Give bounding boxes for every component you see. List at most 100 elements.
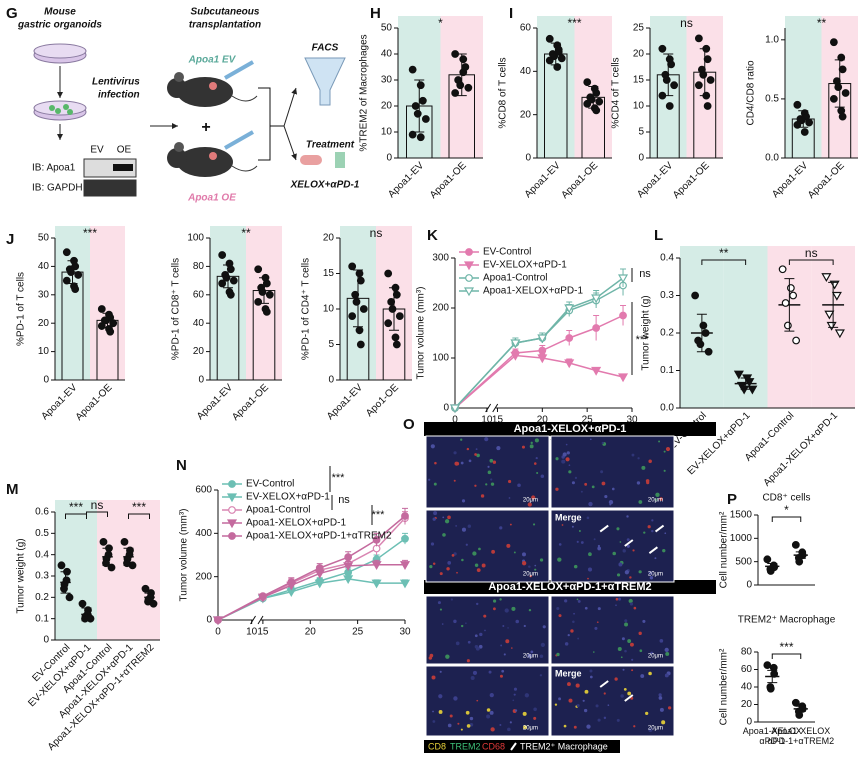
data-point — [451, 89, 460, 97]
data-point — [387, 298, 396, 306]
x-tick-label: Apoa1-OE — [74, 382, 115, 423]
y-tick-label: 30 — [381, 75, 393, 86]
micrograph-speckle — [439, 572, 443, 576]
micrograph-speckle — [664, 647, 669, 653]
micrograph-speckle — [450, 598, 453, 601]
mouse-body — [177, 147, 233, 177]
micrograph-speckle — [460, 728, 463, 731]
micrograph-speckle — [620, 694, 624, 698]
significance-label: *** — [372, 509, 386, 521]
micrograph-speckle — [478, 547, 481, 551]
error-bar — [699, 48, 710, 97]
y-axis-label: Cell number/mm² — [719, 648, 730, 725]
data-point — [265, 290, 274, 299]
data-point — [557, 54, 566, 63]
data-point — [545, 56, 554, 65]
micrograph-speckle — [557, 557, 562, 562]
group-background — [118, 500, 139, 640]
micrograph-speckle — [507, 627, 509, 629]
data-point — [391, 333, 400, 342]
micrograph-speckle — [577, 637, 580, 640]
data-point — [411, 102, 420, 110]
micrograph-speckle — [447, 723, 452, 728]
micrograph-speckle — [568, 698, 573, 703]
micrograph-speckle — [624, 622, 629, 627]
diagram-label: Mouse — [44, 7, 76, 18]
data-point — [392, 290, 401, 299]
y-tick-label: 600 — [195, 485, 212, 496]
x-tick-label: Apoa1-EV — [195, 382, 235, 422]
legend-label: EV-Control — [483, 247, 531, 258]
x-tick-label: 0 — [215, 627, 221, 638]
micrograph-speckle — [451, 554, 455, 557]
micrograph-speckle — [501, 669, 505, 673]
micrograph-speckle — [624, 570, 630, 575]
data-point — [418, 96, 427, 105]
micrograph-speckle — [608, 500, 614, 505]
micrograph-speckle — [430, 542, 435, 546]
data-point — [829, 95, 838, 103]
data-point — [667, 60, 676, 69]
micrograph-speckle — [432, 517, 436, 521]
micrograph-speckle — [530, 441, 533, 445]
micrograph-speckle — [466, 447, 470, 451]
marker — [258, 592, 267, 601]
micrograph-speckle — [449, 714, 453, 718]
data-point — [356, 340, 365, 349]
legend-marker — [465, 274, 473, 282]
micrograph-speckle — [523, 725, 528, 730]
micrograph-speckle — [648, 671, 652, 676]
error-bar — [102, 547, 113, 566]
micrograph-speckle — [584, 482, 588, 486]
data-point — [786, 284, 795, 292]
data-point — [62, 248, 71, 257]
micrograph-speckle — [573, 564, 578, 569]
panel-letter: J — [6, 231, 14, 248]
micrograph-speckle — [663, 469, 666, 472]
blot-band — [113, 164, 133, 171]
micrograph-speckle — [575, 683, 580, 688]
chart-title: CD8⁺ cells — [762, 493, 810, 504]
micrograph-speckle — [567, 634, 570, 637]
error-bar — [663, 53, 674, 97]
marker — [565, 334, 574, 342]
micrograph-speckle — [439, 608, 443, 611]
y-axis-label: %TREM2 of Macrophages — [359, 34, 370, 151]
micrograph — [425, 435, 550, 509]
micrograph-speckle — [532, 523, 536, 526]
micrograph-speckle — [580, 541, 584, 544]
marker — [315, 564, 324, 572]
micrograph-speckle — [566, 451, 570, 455]
micrograph-speckle — [561, 459, 566, 464]
data-point — [670, 81, 679, 90]
micrograph-speckle — [643, 531, 646, 534]
syringe — [224, 130, 254, 150]
data-point — [355, 269, 364, 278]
micrograph-speckle — [568, 470, 572, 474]
micrograph-speckle — [638, 631, 642, 635]
data-point — [834, 329, 845, 339]
micrograph-speckle — [654, 498, 658, 501]
y-tick-label: 400 — [195, 528, 212, 539]
data-point — [348, 262, 357, 271]
y-tick-label: 80 — [193, 261, 205, 272]
pill — [300, 155, 322, 165]
micrograph-speckle — [595, 704, 599, 708]
data-point — [744, 378, 755, 387]
micrograph-speckle — [487, 465, 490, 468]
mouse-body — [177, 77, 233, 107]
x-tick-label: Apoa1-EV — [325, 382, 365, 422]
marker — [343, 575, 354, 585]
marker — [619, 311, 627, 320]
micrograph-speckle — [432, 720, 436, 723]
significance-label: *** — [779, 640, 793, 654]
data-point — [222, 273, 231, 282]
data-point — [218, 279, 227, 288]
blot — [83, 179, 137, 197]
significance-label: ns — [370, 226, 383, 240]
legend-marker — [228, 506, 236, 514]
data-point — [78, 599, 87, 608]
data-point — [226, 290, 235, 299]
micrograph-speckle — [664, 673, 669, 678]
micrograph-speckle — [480, 494, 485, 498]
